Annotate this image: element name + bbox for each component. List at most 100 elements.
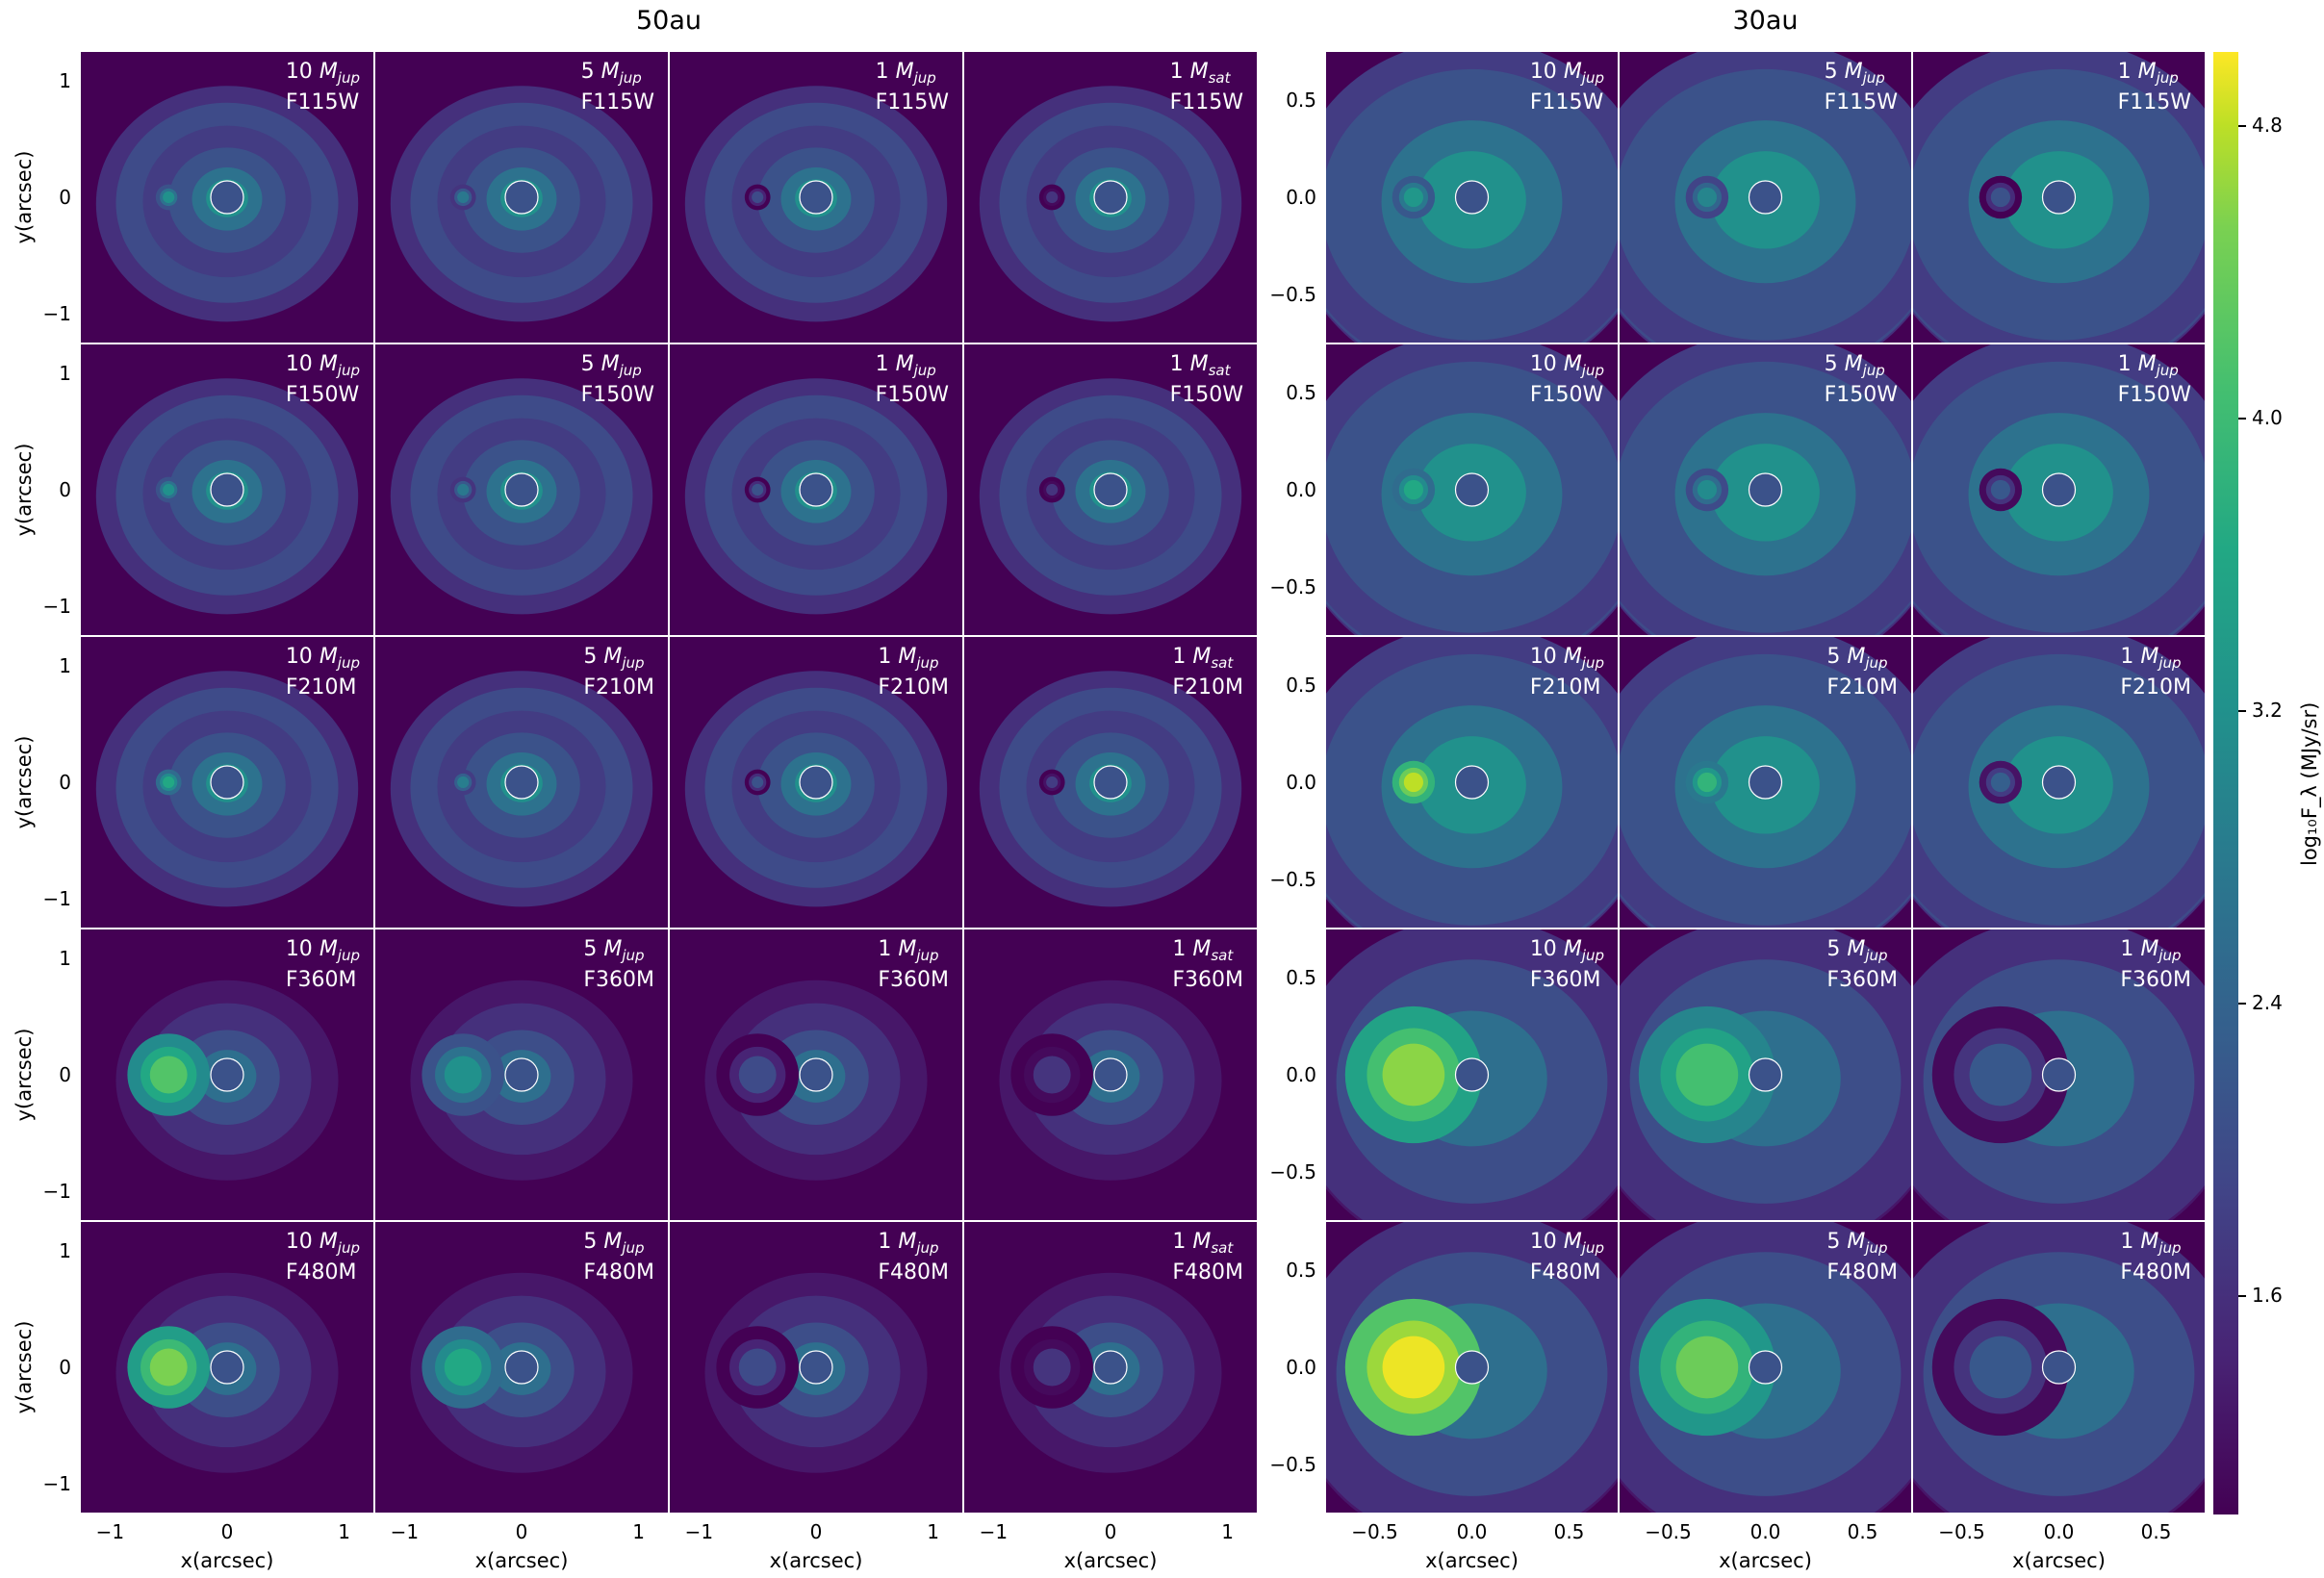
planet-point bbox=[1046, 776, 1059, 789]
planet-point bbox=[1403, 479, 1423, 500]
x-tick-label: −0.5 bbox=[1351, 1520, 1398, 1543]
mass-value: 1 bbox=[2120, 1230, 2141, 1254]
image-panel: 10 Mjup F210M bbox=[81, 637, 373, 928]
mass-symbol: M bbox=[319, 352, 338, 376]
mass-value: 5 bbox=[583, 645, 604, 669]
mass-value: 10 bbox=[285, 352, 319, 376]
disk-image bbox=[410, 1272, 633, 1473]
image-panel: 5 Mjup F360M bbox=[1620, 929, 1911, 1220]
image-panel: 10 Mjup F150W bbox=[1326, 344, 1618, 635]
mass-unit: jup bbox=[622, 947, 645, 964]
filter-label: F360M bbox=[878, 968, 949, 992]
filter-label: F115W bbox=[875, 90, 949, 115]
y-tick-label: −0.5 bbox=[1269, 282, 1316, 306]
mass-unit: jup bbox=[913, 69, 936, 87]
y-tick-label: 0 bbox=[59, 1356, 71, 1379]
coronagraph-mask bbox=[799, 472, 833, 507]
planet-point bbox=[444, 1056, 482, 1094]
planet-point bbox=[1697, 187, 1717, 208]
mass-symbol: M bbox=[603, 937, 623, 961]
colorbar-tick-label: 2.4 bbox=[2252, 991, 2283, 1014]
disk-image bbox=[95, 671, 359, 907]
mass-unit: sat bbox=[1208, 362, 1231, 379]
mass-symbol: M bbox=[1847, 1230, 1866, 1254]
mass-label: 10 Mjup bbox=[1530, 352, 1604, 383]
planet-point bbox=[1697, 479, 1717, 500]
x-axis-label: x(arcsec) bbox=[2012, 1549, 2106, 1572]
mass-value: 10 bbox=[285, 937, 319, 961]
mass-value: 1 bbox=[1172, 1230, 1193, 1254]
planet-point bbox=[163, 776, 175, 789]
image-panel: 5 Mjup F480M bbox=[375, 1222, 668, 1513]
mass-value: 1 bbox=[1169, 60, 1190, 84]
mass-unit: jup bbox=[619, 362, 642, 379]
disk-image bbox=[1620, 344, 1911, 635]
colorbar-tick-label: 4.0 bbox=[2252, 406, 2283, 429]
filter-label: F150W bbox=[580, 383, 654, 407]
panel-label: 10 Mjup F210M bbox=[286, 645, 360, 700]
filter-label: F210M bbox=[1826, 675, 1898, 700]
x-tick-label: 0.5 bbox=[2140, 1520, 2172, 1543]
mass-unit: jup bbox=[1581, 69, 1604, 87]
x-axis-label: x(arcsec) bbox=[180, 1549, 274, 1572]
mass-unit: sat bbox=[1211, 1239, 1234, 1257]
planet-point bbox=[1046, 191, 1059, 204]
coronagraph-mask bbox=[1454, 1350, 1490, 1385]
colorbar bbox=[2213, 52, 2238, 1514]
colorbar-tick bbox=[2238, 418, 2246, 420]
planet-point bbox=[149, 1348, 188, 1387]
coronagraph-mask bbox=[799, 180, 833, 215]
mass-symbol: M bbox=[1192, 1230, 1212, 1254]
colorbar-tick-label: 1.6 bbox=[2252, 1284, 2283, 1307]
disk-image bbox=[1326, 1222, 1618, 1513]
mass-unit: jup bbox=[1862, 69, 1885, 87]
coronagraph-mask bbox=[799, 1057, 833, 1092]
panel-label: 5 Mjup F480M bbox=[1826, 1230, 1898, 1285]
mass-symbol: M bbox=[1563, 1230, 1582, 1254]
x-tick-label: 0 bbox=[515, 1520, 528, 1543]
y-tick-label: −1 bbox=[42, 1179, 71, 1203]
disk-image bbox=[390, 378, 653, 615]
mass-label: 5 Mjup bbox=[1826, 645, 1898, 675]
coronagraph-mask bbox=[1093, 1350, 1128, 1385]
filter-label: F150W bbox=[1824, 383, 1898, 407]
mass-label: 1 Msat bbox=[1172, 645, 1243, 675]
image-panel: 10 Mjup F360M bbox=[1326, 929, 1618, 1220]
mass-unit: jup bbox=[1865, 1239, 1888, 1257]
panel-label: 1 Mjup F115W bbox=[876, 60, 949, 115]
planet-point bbox=[163, 191, 175, 204]
y-tick-label: 0.0 bbox=[1286, 771, 1316, 794]
y-tick-label: 0 bbox=[59, 771, 71, 794]
mass-symbol: M bbox=[1192, 645, 1212, 669]
panel-label: 5 Mjup F360M bbox=[1826, 937, 1898, 993]
image-panel: 1 Mjup F360M bbox=[670, 929, 962, 1220]
disk-image bbox=[115, 1272, 339, 1473]
mass-unit: jup bbox=[1865, 654, 1888, 672]
colorbar-tick-label: 4.8 bbox=[2252, 114, 2283, 137]
mass-symbol: M bbox=[1563, 645, 1582, 669]
disk-image bbox=[1620, 52, 1911, 343]
planet-point bbox=[738, 1056, 777, 1094]
mass-value: 10 bbox=[1529, 937, 1564, 961]
panel-label: 1 Mjup F480M bbox=[2120, 1230, 2191, 1285]
coronagraph-mask bbox=[1748, 765, 1783, 800]
disk-image bbox=[979, 86, 1242, 322]
colorbar-tick bbox=[2238, 125, 2246, 127]
mass-value: 1 bbox=[875, 60, 896, 84]
coronagraph-mask bbox=[799, 1350, 833, 1385]
mass-label: 10 Mjup bbox=[1530, 937, 1604, 968]
x-tick-label: −0.5 bbox=[1938, 1520, 1985, 1543]
panel-label: 5 Mjup F115W bbox=[581, 60, 654, 115]
coronagraph-mask bbox=[504, 1057, 539, 1092]
coronagraph-mask bbox=[1093, 765, 1128, 800]
disk-image bbox=[95, 378, 359, 615]
coronagraph-mask bbox=[2041, 472, 2077, 507]
mass-value: 1 bbox=[2117, 60, 2138, 84]
planet-point bbox=[738, 1348, 777, 1387]
mass-unit: jup bbox=[1865, 947, 1888, 964]
panel-label: 10 Mjup F480M bbox=[1530, 1230, 1604, 1285]
group-title: 30au bbox=[1732, 6, 1799, 36]
mass-unit: jup bbox=[2158, 654, 2182, 672]
x-tick-label: 1 bbox=[632, 1520, 645, 1543]
mass-unit: jup bbox=[2156, 362, 2179, 379]
